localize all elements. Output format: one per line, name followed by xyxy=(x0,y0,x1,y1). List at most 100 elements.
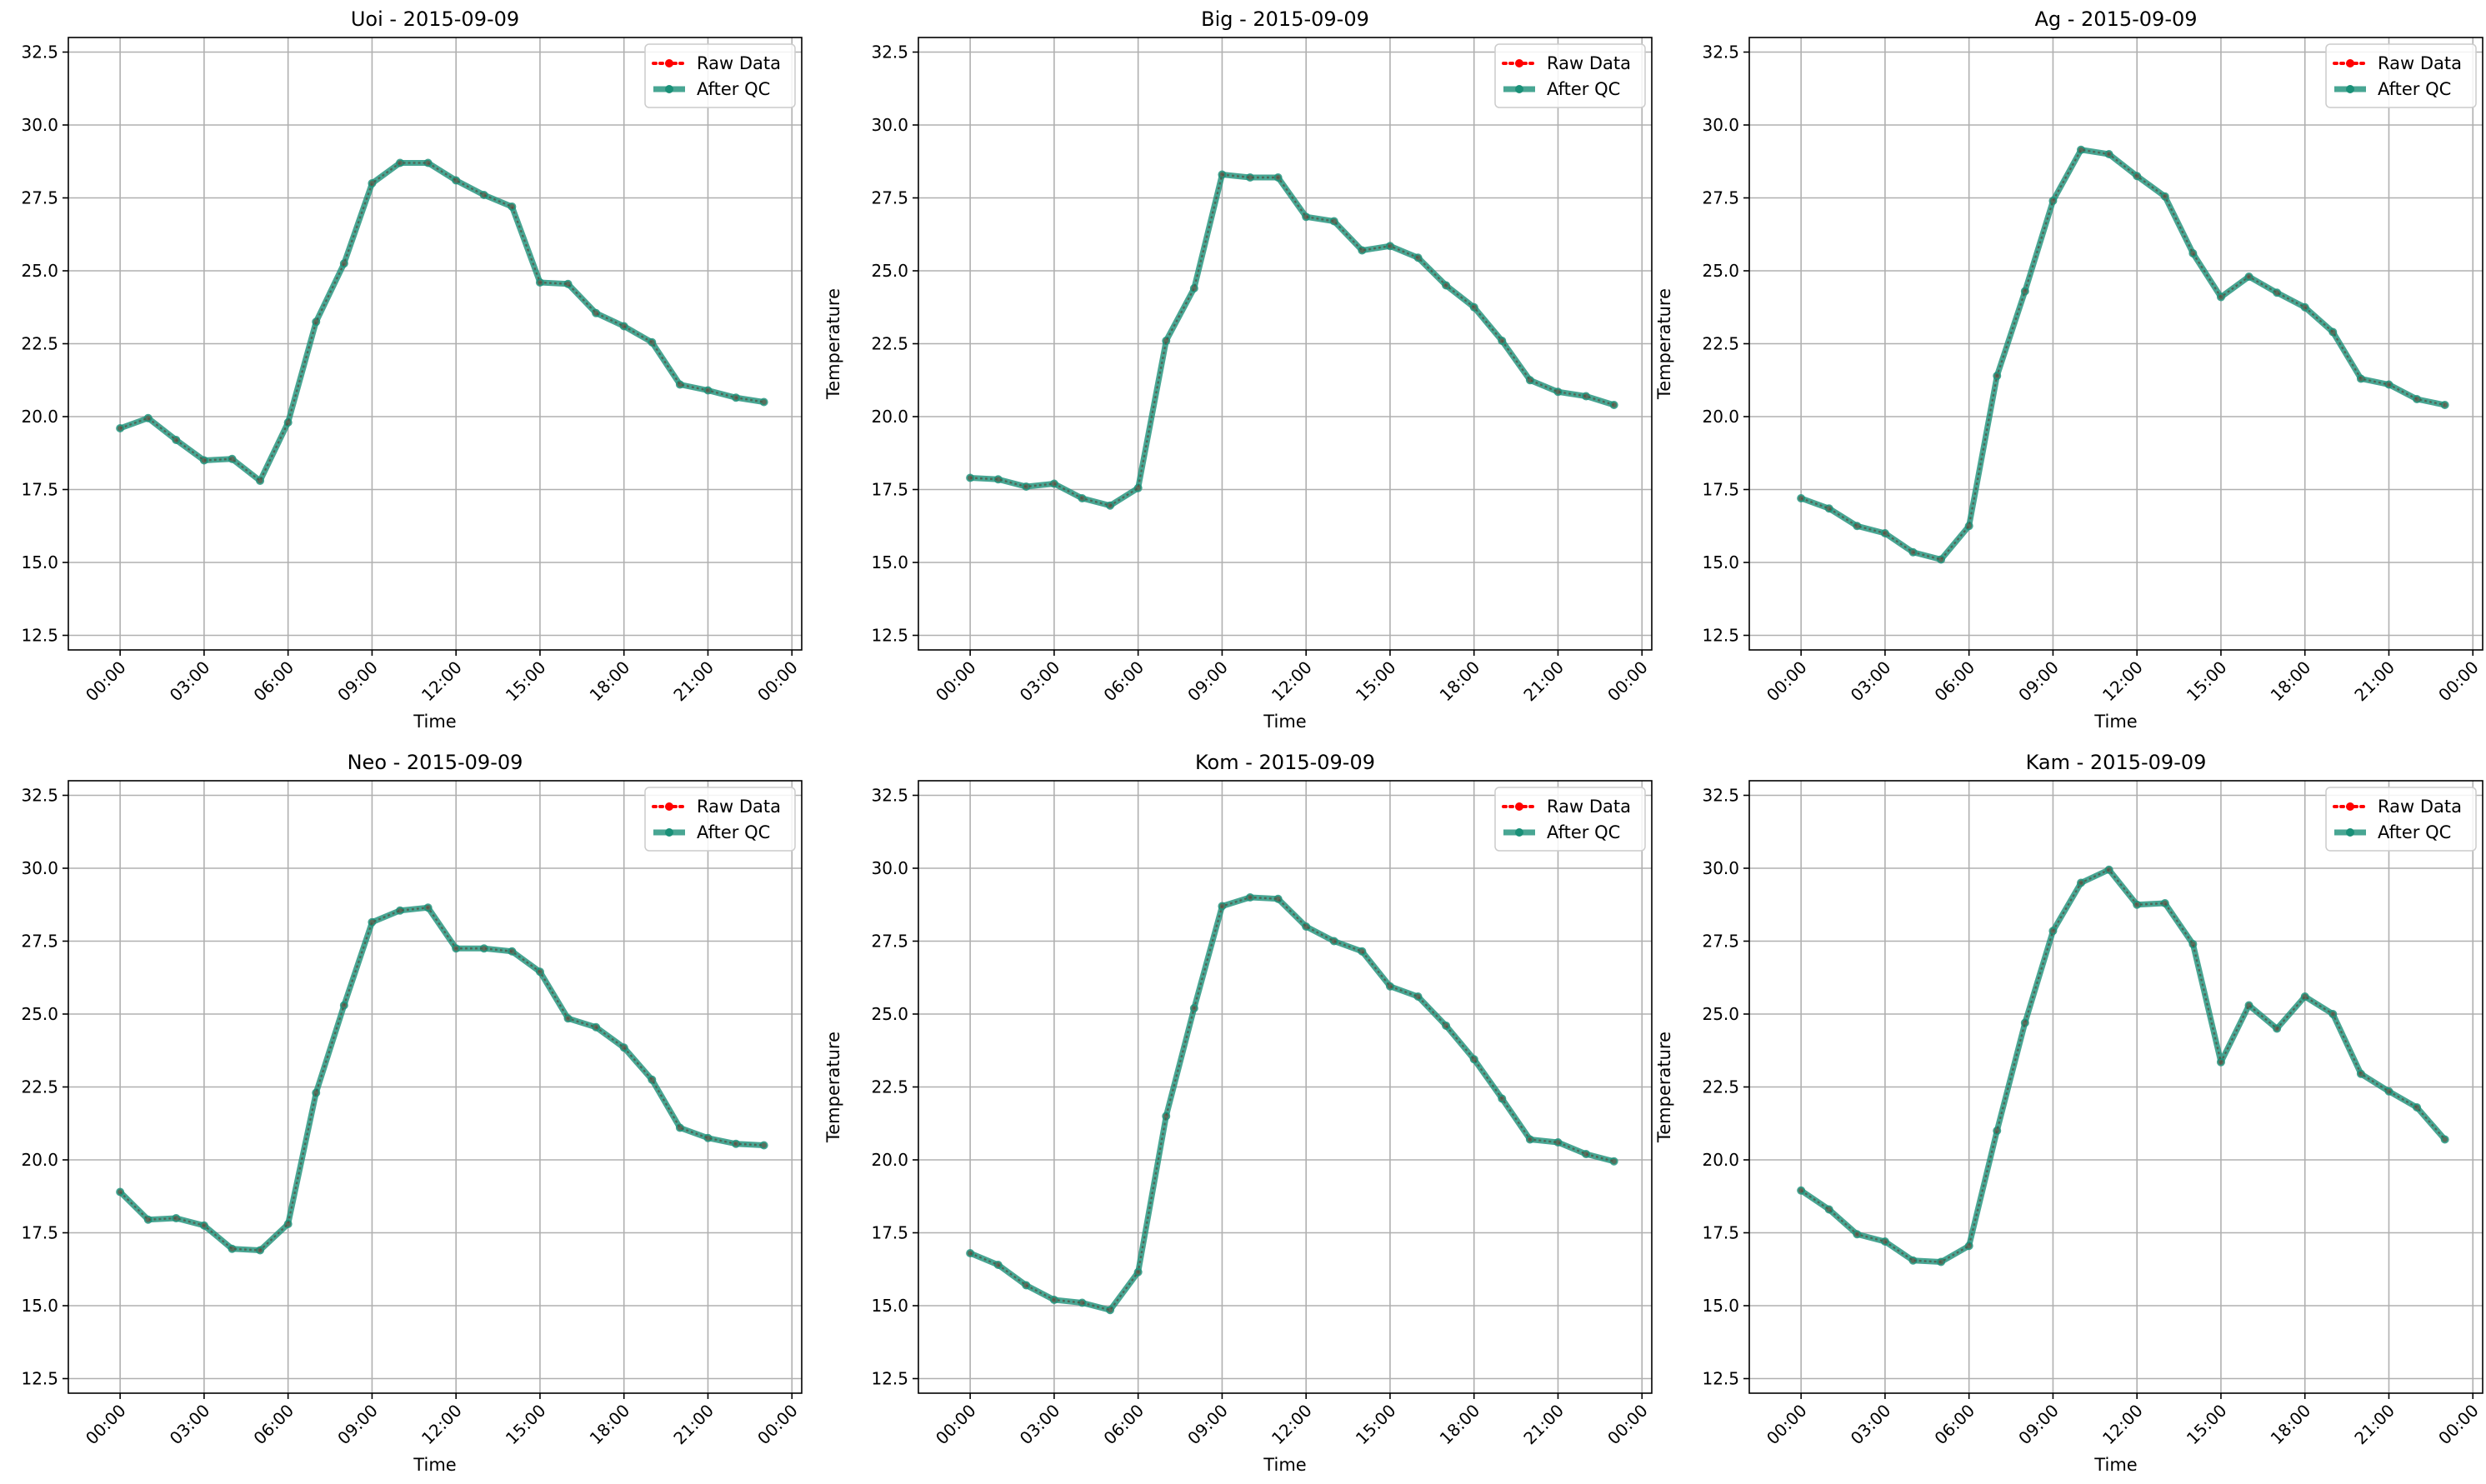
x-tick-label: 09:00 xyxy=(1183,1401,1232,1449)
raw-data-line xyxy=(970,173,1615,507)
after-qc-point xyxy=(1582,1150,1591,1158)
y-tick-label: 22.5 xyxy=(21,1077,58,1097)
after-qc-point xyxy=(479,944,488,953)
legend: Raw Data After QC xyxy=(2325,43,2477,108)
x-tick-label: 00:00 xyxy=(753,657,802,706)
after-qc-point xyxy=(2048,197,2058,205)
x-tick-label: 06:00 xyxy=(249,1401,298,1449)
series-after-qc xyxy=(116,158,768,485)
after-qc-line xyxy=(967,172,1618,509)
y-tick-label: 15.0 xyxy=(21,1296,58,1316)
x-tick-label: 06:00 xyxy=(1930,1401,1978,1449)
y-tick-label: 30.0 xyxy=(1702,858,1739,878)
after-qc-point xyxy=(1162,1112,1171,1121)
x-tick-label: 18:00 xyxy=(2267,1401,2315,1449)
x-tick-label: 12:00 xyxy=(1268,657,1316,706)
y-tick-label: 17.5 xyxy=(871,1223,908,1243)
y-tick-label: 17.5 xyxy=(871,480,908,500)
legend-raw-label: Raw Data xyxy=(2378,797,2462,817)
after-qc-point xyxy=(1582,392,1591,401)
raw-data-point xyxy=(1248,175,1253,180)
legend-qc-label: After QC xyxy=(1547,822,1620,842)
legend-raw-label: Raw Data xyxy=(697,53,781,73)
x-tick-label: 00:00 xyxy=(932,1401,980,1449)
raw-data-point xyxy=(2442,1137,2448,1142)
after-qc-point xyxy=(2020,1018,2029,1027)
x-tick-label: 15:00 xyxy=(2183,1401,2231,1449)
x-axis-label: Time xyxy=(2093,1455,2137,1475)
legend-qc-marker xyxy=(2346,828,2354,837)
raw-data-point xyxy=(761,1142,767,1148)
y-tick-label: 25.0 xyxy=(1702,1004,1739,1024)
raw-data-point xyxy=(481,946,487,952)
y-tick-label: 20.0 xyxy=(21,407,58,427)
y-tick-label: 15.0 xyxy=(871,552,908,572)
y-tick-label: 25.0 xyxy=(871,1004,908,1024)
y-tick-label: 20.0 xyxy=(871,1150,908,1170)
x-tick-label: 18:00 xyxy=(2267,657,2315,706)
after-qc-point xyxy=(759,397,768,407)
raw-data-point xyxy=(1994,1128,2000,1133)
after-qc-line xyxy=(117,160,768,484)
x-tick-label: 12:00 xyxy=(418,657,466,706)
x-axis-label: Time xyxy=(1263,712,1306,732)
y-tick-label: 22.5 xyxy=(1702,1077,1739,1097)
y-tick-label: 27.5 xyxy=(871,188,908,208)
y-tick-label: 22.5 xyxy=(1702,334,1739,354)
after-qc-point xyxy=(368,917,377,927)
after-qc-point xyxy=(283,418,293,427)
legend: Raw Data After QC xyxy=(2325,787,2477,852)
after-qc-point xyxy=(1358,947,1367,956)
y-tick-label: 20.0 xyxy=(21,1150,58,1170)
after-qc-point xyxy=(1553,1138,1563,1147)
x-tick-label: 06:00 xyxy=(249,657,298,706)
after-qc-point xyxy=(143,413,153,422)
raw-data-point xyxy=(761,399,767,405)
after-qc-point xyxy=(1246,173,1255,182)
y-tick-label: 12.5 xyxy=(1702,1369,1739,1389)
after-qc-point xyxy=(993,475,1003,484)
chart-title: Big - 2015-09-09 xyxy=(1201,7,1369,31)
series-after-qc xyxy=(966,170,1618,510)
x-tick-label: 00:00 xyxy=(2434,1401,2483,1449)
y-tick-label: 12.5 xyxy=(21,1369,58,1389)
legend-raw-label: Raw Data xyxy=(2378,53,2462,73)
chart-panel-4: 12.5 15.0 17.5 20.0 22.5 25.0 27.5 30.0 32.5 00:0… xyxy=(21,751,803,1475)
chart-title: Ag - 2015-09-09 xyxy=(2034,7,2197,31)
x-tick-label: 18:00 xyxy=(1436,1401,1484,1449)
x-tick-label: 00:00 xyxy=(82,657,130,706)
y-axis-label: Temperature xyxy=(823,1032,843,1143)
y-axis-label: Temperature xyxy=(1654,1032,1674,1143)
raw-data-line xyxy=(1800,868,2446,1263)
y-tick-label: 27.5 xyxy=(871,932,908,952)
x-tick-label: 09:00 xyxy=(333,657,382,706)
raw-data-point xyxy=(2190,942,2196,947)
raw-data-point xyxy=(1331,218,1337,224)
x-tick-label: 03:00 xyxy=(166,1401,214,1449)
legend: Raw Data After QC xyxy=(1494,787,1646,852)
x-tick-label: 09:00 xyxy=(2014,1401,2063,1449)
x-tick-label: 03:00 xyxy=(1016,1401,1064,1449)
y-axis-label: Temperature xyxy=(1654,288,1674,400)
chart-title: Uoi - 2015-09-09 xyxy=(351,7,519,31)
raw-data-point xyxy=(995,477,1001,482)
after-qc-point xyxy=(396,906,405,915)
after-qc-line xyxy=(1798,867,2448,1265)
x-tick-label: 21:00 xyxy=(2350,657,2398,706)
y-tick-label: 22.5 xyxy=(871,334,908,354)
x-tick-label: 03:00 xyxy=(1847,1401,1895,1449)
y-tick-label: 32.5 xyxy=(21,786,58,806)
y-tick-label: 20.0 xyxy=(1702,407,1739,427)
overlap-line xyxy=(1800,868,2446,1263)
x-tick-label: 00:00 xyxy=(82,1401,130,1449)
y-tick-label: 32.5 xyxy=(1702,786,1739,806)
after-qc-point xyxy=(1078,1298,1087,1307)
x-tick-label: 09:00 xyxy=(333,1401,382,1449)
x-tick-label: 06:00 xyxy=(1099,1401,1148,1449)
y-tick-label: 25.0 xyxy=(1702,261,1739,281)
y-tick-label: 27.5 xyxy=(21,188,58,208)
legend-qc-marker xyxy=(665,828,673,837)
x-tick-label: 00:00 xyxy=(1603,657,1652,706)
legend: Raw Data After QC xyxy=(644,43,796,108)
